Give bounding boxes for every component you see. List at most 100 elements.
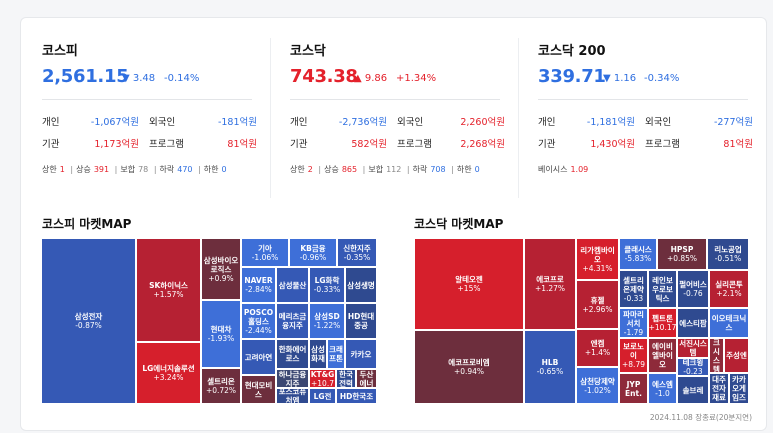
map-tile[interactable]: 한화에어로스 <box>276 339 309 369</box>
map-tile[interactable]: LG전 <box>309 388 336 404</box>
investor-row: 기관 1,173억원 프로그램 81억원 <box>42 139 257 150</box>
map-tile[interactable]: 삼성SD -1.22% <box>309 303 345 339</box>
map-tile[interactable]: 휴젤 +2.96% <box>576 280 619 329</box>
map-tile[interactable]: KT&G +10.7 <box>309 369 336 388</box>
map-tile[interactable]: 펄어비스 -0.76 <box>677 270 709 308</box>
map-tile[interactable]: 에스티팜 <box>677 308 709 338</box>
map-tile[interactable]: 파크시스템스 <box>709 338 724 373</box>
map-tile[interactable]: 삼성물산 <box>276 267 309 303</box>
map-tile[interactable]: POSCO홀딩스 -2.44% <box>241 303 276 339</box>
map-tile[interactable]: 메리츠금융지주 <box>276 303 309 339</box>
tile-name: LG화학 <box>314 276 340 285</box>
index-panel-kospi[interactable]: 코스피 2,561.15 ▼ 3.48 -0.14% 개인 -1,067억원 외… <box>42 18 257 208</box>
map-tile[interactable]: 파마리서치 -1.79 <box>619 308 648 338</box>
map-tile[interactable]: 주성엔 <box>724 338 749 373</box>
map-tile[interactable]: 삼성전자 -0.87% <box>41 238 136 404</box>
tile-name: SK하이닉스 <box>149 281 188 290</box>
map-tile[interactable]: 리노공업 -0.51% <box>707 238 749 270</box>
kosdaq-map-title: 코스닥 마켓MAP <box>414 217 504 231</box>
map-tile[interactable]: 실리콘투 +2.1% <box>709 270 749 308</box>
index-value: 743.38 <box>290 66 358 87</box>
map-tile[interactable]: 셀트리온제약 -0.33 <box>619 270 648 308</box>
map-tile[interactable]: 한국전력 <box>336 369 356 388</box>
map-tile[interactable]: 클래시스 -5.83% <box>619 238 657 270</box>
map-tile[interactable]: 레인보우로보틱스 <box>648 270 677 308</box>
tile-name: 삼천당제약 <box>580 376 615 386</box>
map-tile[interactable]: 고려아연 <box>241 339 276 375</box>
map-tile[interactable]: 크래프톤 <box>327 339 345 369</box>
map-tile[interactable]: 에이비엘바이오 <box>648 338 677 373</box>
map-tile[interactable]: 삼성생명 <box>345 267 377 303</box>
tile-name: 고려아연 <box>244 352 273 362</box>
map-tile[interactable]: 리가켐바이오 +4.31% <box>576 238 619 280</box>
tile-name: 파마리서치 <box>623 309 644 328</box>
tile-name: 셀트리온 <box>207 377 235 386</box>
tile-name: 대주전자재료 <box>712 375 726 402</box>
tile-name: 테크윙 <box>682 358 704 367</box>
map-tile[interactable]: 포스코퓨처엠 <box>276 388 309 404</box>
index-value: 2,561.15 <box>42 66 129 87</box>
map-tile[interactable]: KB금융 -0.96% <box>289 238 337 267</box>
map-tile[interactable]: SK하이닉스 +1.57% <box>136 238 201 342</box>
divider <box>42 99 252 100</box>
map-tile[interactable]: LG화학 -0.33% <box>309 267 345 303</box>
map-tile[interactable]: 에스엠 -1.0 <box>648 373 677 404</box>
map-tile[interactable]: HD현대중공 <box>345 303 377 339</box>
tile-name: KB금융 <box>300 243 326 253</box>
map-tile[interactable]: 대주전자재료 <box>709 373 729 404</box>
up-arrow-icon: ▲ <box>354 73 362 84</box>
map-tile[interactable]: NAVER -2.84% <box>241 267 276 303</box>
tile-name: 한화에어로스 <box>278 345 307 363</box>
kospi-map-title: 코스피 마켓MAP <box>42 217 132 231</box>
tile-change: -0.33% <box>313 285 341 294</box>
tile-name: 알테오젠 <box>455 275 483 284</box>
map-tile[interactable]: HD한국조 <box>336 388 377 404</box>
map-tile[interactable]: 에코프로 +1.27% <box>524 238 576 330</box>
tile-name: 삼성생명 <box>347 280 375 290</box>
advance-decline-stats: 상한 2 | 상승 865 | 보합 112 | 하락 708 | 하한 0 <box>290 165 480 174</box>
tile-change: +15% <box>457 284 481 293</box>
tile-name: KT&G <box>310 369 335 379</box>
tile-change: -5.83% <box>624 254 652 263</box>
map-tile[interactable]: JYP Ent. <box>619 373 648 404</box>
index-panel-kosdaq200[interactable]: 코스닥 200 339.71 ▼ 1.16 -0.34% 개인 -1,181억원… <box>538 18 753 208</box>
tile-name: 에코프로비엠 <box>448 358 490 367</box>
tile-name: 삼성바이오로직스 <box>203 255 239 274</box>
map-tile[interactable]: 현대차 -1.93% <box>201 300 241 368</box>
index-panel-kosdaq[interactable]: 코스닥 743.38 ▲ 9.86 +1.34% 개인 -2,736억원 외국인… <box>290 18 505 208</box>
advance-decline-stats: 상한 1 | 상승 391 | 보합 78 | 하락 470 | 하한 0 <box>42 165 227 174</box>
tile-name: 리노공업 <box>714 245 742 254</box>
map-tile[interactable]: 카카오 <box>345 339 377 369</box>
map-tile[interactable]: 서진시스템 <box>677 338 709 358</box>
map-tile[interactable]: 신한지주 -0.35% <box>337 238 377 267</box>
kosdaq-market-map: 알테오젠 +15% 에코프로비엠 +0.94% 에코프로 +1.27% HLB -0.65% 리… <box>414 238 749 404</box>
map-tile[interactable]: HLB -0.65% <box>524 330 576 404</box>
map-tile[interactable]: LG에너지솔루션 +3.24% <box>136 342 201 404</box>
map-tile[interactable]: 솔브레 <box>677 376 709 404</box>
investor-row: 개인 -1,181억원 외국인 -277억원 <box>538 117 753 128</box>
tile-change: +0.94% <box>453 367 485 376</box>
column-separator <box>518 38 519 198</box>
map-tile[interactable]: 두산에너 <box>356 369 377 388</box>
map-tile[interactable]: 셀트리온 +0.72% <box>201 368 241 404</box>
map-tile[interactable]: 테크윙 -0.23 <box>677 358 709 376</box>
map-tile[interactable]: HPSP +0.85% <box>657 238 707 270</box>
map-tile[interactable]: 에코프로비엠 +0.94% <box>414 330 524 404</box>
map-tile[interactable]: 삼천당제약 -1.02% <box>576 367 619 404</box>
map-tile[interactable]: 카카오게임즈 <box>729 373 749 404</box>
map-tile[interactable]: 삼성바이오로직스 +0.9% <box>201 238 241 300</box>
map-tile[interactable]: 알테오젠 +15% <box>414 238 524 330</box>
tile-change: -0.87% <box>75 321 102 330</box>
map-tile[interactable]: 삼성화재 <box>309 339 327 369</box>
kospi-market-map: 삼성전자 -0.87% SK하이닉스 +1.57% LG에너지솔루션 +3.24% 삼성바이… <box>41 238 377 404</box>
map-tile[interactable]: 엔켐 +1.4% <box>576 329 619 367</box>
map-tile[interactable]: 이오테크닉스 <box>709 308 749 338</box>
map-tile[interactable]: 보로노이 +8.79 <box>619 338 648 373</box>
map-tile[interactable]: 하나금융지주 <box>276 369 309 388</box>
map-tile[interactable]: 펩트론 +10.17 <box>648 308 677 338</box>
map-tile[interactable]: 기아 -1.06% <box>241 238 289 267</box>
map-tile[interactable]: 현대모비스 <box>241 375 276 404</box>
tile-name: 한국전력 <box>339 369 353 388</box>
tile-change: +0.9% <box>208 273 234 283</box>
index-percent: -0.34% <box>644 73 680 84</box>
